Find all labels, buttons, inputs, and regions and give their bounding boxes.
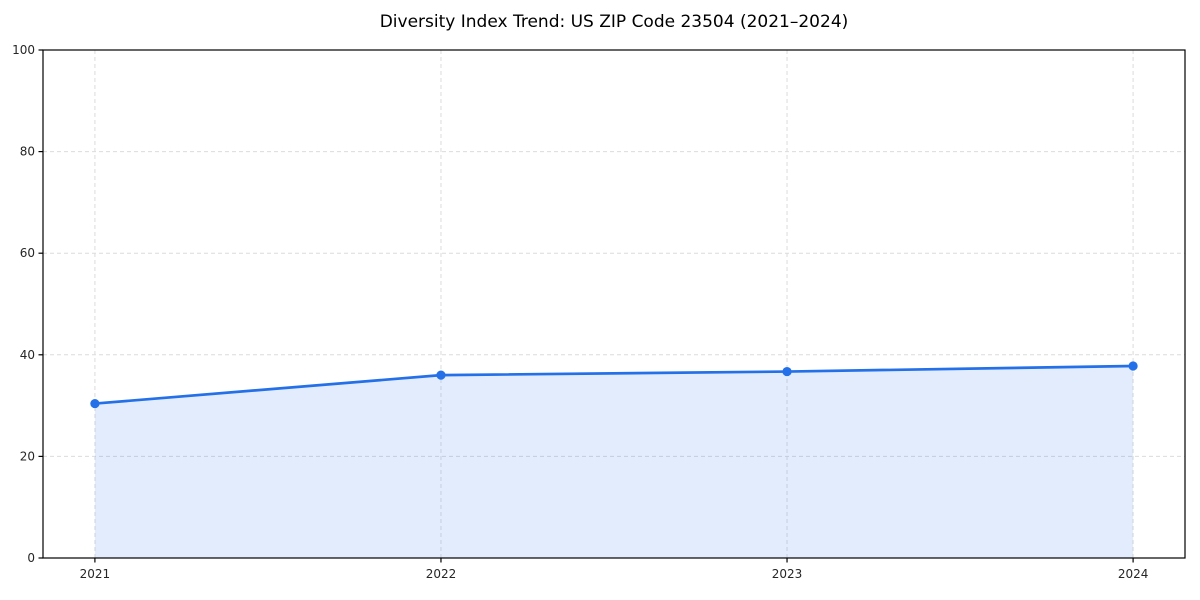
y-axis-tick-label: 60: [20, 246, 35, 260]
y-axis-tick-label: 20: [20, 449, 35, 463]
x-axis-tick-label: 2022: [426, 567, 457, 581]
data-point-marker: [1128, 361, 1138, 371]
data-point-marker: [782, 366, 792, 377]
data-point-marker: [436, 370, 446, 380]
chart-title: Diversity Index Trend: US ZIP Code 23504…: [379, 12, 849, 32]
x-axis-tick-label: 2021: [80, 567, 111, 581]
area-fill: [94, 365, 1134, 558]
data-point-marker: [90, 398, 100, 409]
trend-line: [93, 364, 1135, 405]
y-axis-tick-label: 0: [27, 551, 35, 565]
x-axis-tick-label: 2024: [1118, 567, 1149, 581]
y-axis-tick-label: 100: [12, 43, 35, 57]
plot-border: [42, 49, 1186, 559]
x-axis-tick-label: 2023: [772, 567, 803, 581]
y-axis-tick-label: 80: [20, 145, 35, 159]
y-axis-tick-label: 40: [20, 348, 35, 362]
